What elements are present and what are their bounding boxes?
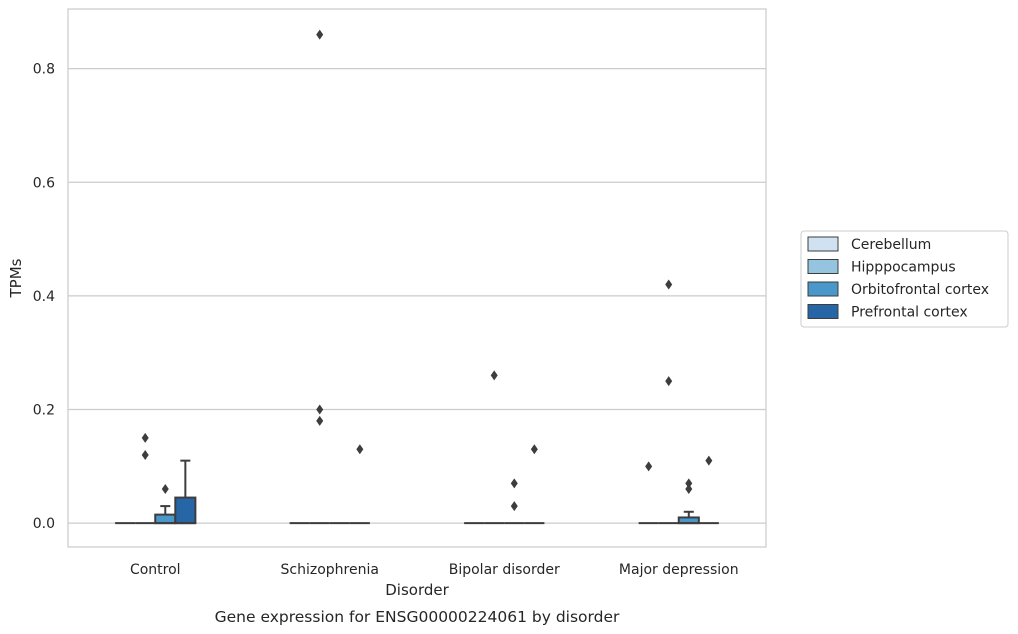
box-rect xyxy=(154,513,177,525)
outlier-point xyxy=(356,444,364,455)
legend-swatch xyxy=(807,304,839,319)
box-prefrontal-cortex xyxy=(174,459,197,525)
outlier-point xyxy=(141,449,149,460)
outlier-point xyxy=(685,478,693,489)
outlier-point xyxy=(316,404,324,415)
outlier-point xyxy=(665,279,673,290)
legend-swatch xyxy=(807,259,839,274)
x-tick-labels: Control Schizophrenia Bipolar disorder Majo… xyxy=(130,562,739,578)
legend-swatch xyxy=(807,236,839,252)
outlier-point xyxy=(510,478,518,489)
y-tick-label: 0.4 xyxy=(33,289,55,305)
legend-label: Orbitofrontal cortex xyxy=(851,282,989,298)
x-tick-label: Schizophrenia xyxy=(281,562,379,578)
y-tick-label: 0.0 xyxy=(33,516,55,532)
boxes xyxy=(115,459,719,525)
legend: Cerebellum Hipppocampus Orbitofrontal cort… xyxy=(800,230,1009,328)
outlier-point xyxy=(645,461,653,472)
box-orbitofrontal-cortex xyxy=(154,505,177,525)
legend-label: Prefrontal cortex xyxy=(851,305,968,321)
outlier-point xyxy=(665,376,673,387)
plot-frame xyxy=(67,8,767,548)
outlier-point xyxy=(141,432,149,443)
y-tick-label: 0.6 xyxy=(33,175,55,191)
y-tick-label: 0.8 xyxy=(33,62,55,78)
chart-caption: Gene expression for ENSG00000224061 by d… xyxy=(215,608,620,626)
x-tick-label: Bipolar disorder xyxy=(449,562,560,578)
x-tick-label: Control xyxy=(130,562,181,578)
x-tick-label: Major depression xyxy=(619,562,739,578)
box-rect xyxy=(174,496,197,525)
legend-frame xyxy=(800,230,1009,328)
outlier-point xyxy=(161,484,169,495)
y-tick-label: 0.2 xyxy=(33,403,55,419)
y-tick-labels: 0.0 0.2 0.4 0.6 0.8 xyxy=(33,62,55,532)
outlier-point xyxy=(316,29,324,40)
box-orbitofrontal-cortex xyxy=(677,510,700,525)
outlier-point xyxy=(705,455,713,466)
legend-label: Cerebellum xyxy=(851,237,931,253)
outlier-point xyxy=(490,370,498,381)
legend-swatch xyxy=(807,281,839,297)
legend-label: Hipppocampus xyxy=(851,260,956,276)
outliers xyxy=(141,29,713,512)
outlier-point xyxy=(685,484,693,495)
outlier-point xyxy=(316,415,324,426)
y-axis-title: TPMs xyxy=(7,258,25,298)
outlier-point xyxy=(530,444,538,455)
x-axis-title: Disorder xyxy=(385,581,449,599)
outlier-point xyxy=(510,501,518,512)
gridlines xyxy=(68,68,766,524)
